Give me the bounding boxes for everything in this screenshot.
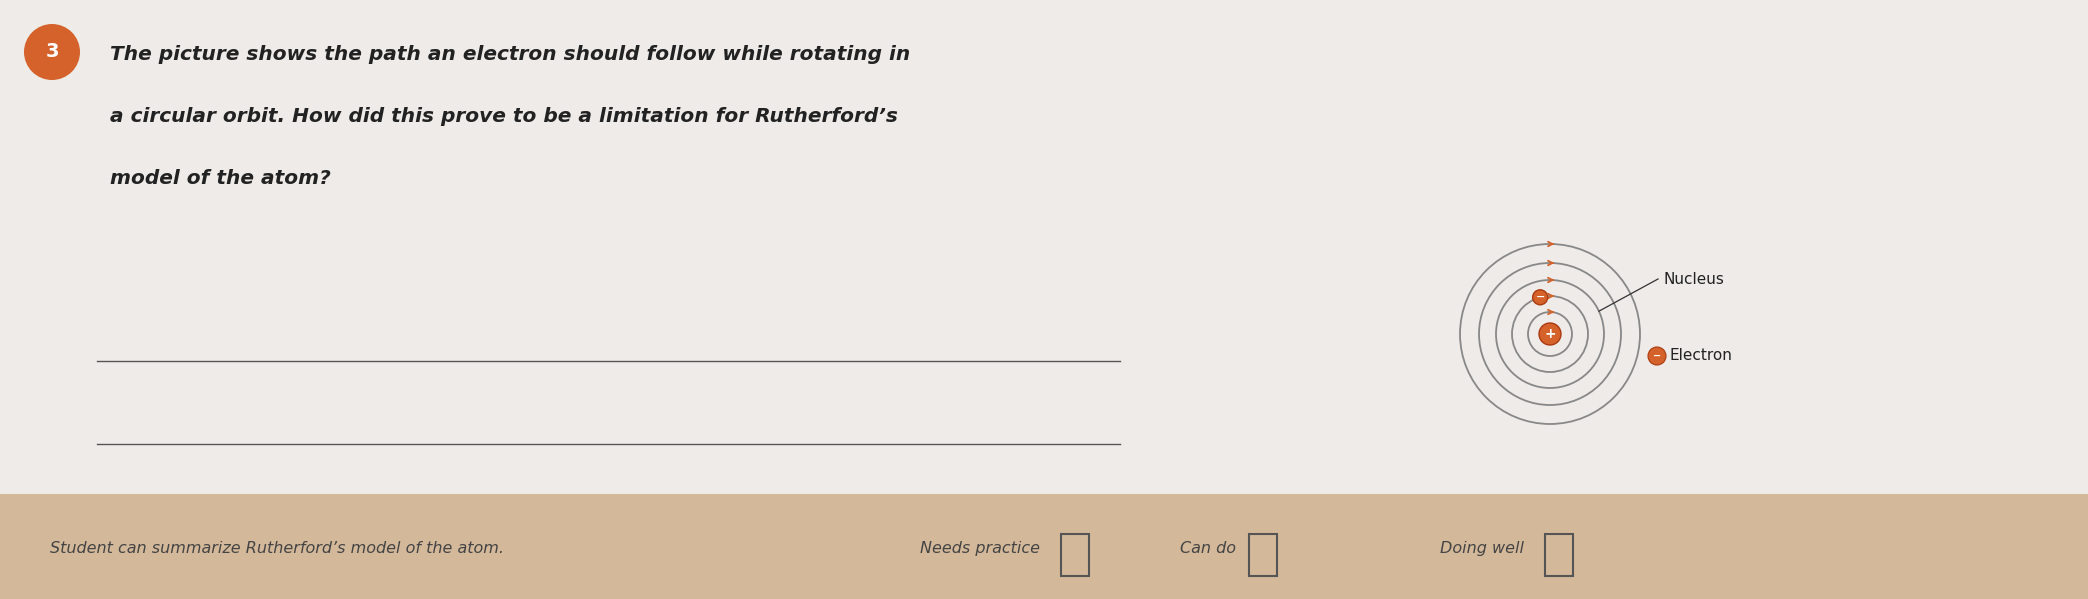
Text: Electron: Electron [1670,349,1733,364]
Circle shape [1539,323,1562,345]
Text: Can do: Can do [1180,541,1236,556]
Text: 3: 3 [46,43,58,62]
Circle shape [1647,347,1666,365]
Text: model of the atom?: model of the atom? [111,169,330,188]
Circle shape [1533,290,1547,305]
Bar [1061,534,1090,576]
Text: Nucleus: Nucleus [1664,271,1725,286]
Bar [0,494,2088,599]
Text: Doing well: Doing well [1441,541,1524,556]
Text: Needs practice: Needs practice [921,541,1040,556]
Text: −: − [1654,351,1662,361]
Text: Student can summarize Rutherford’s model of the atom.: Student can summarize Rutherford’s model… [50,541,503,556]
Text: a circular orbit. How did this prove to be a limitation for Rutherford’s: a circular orbit. How did this prove to … [111,107,898,126]
Text: −: − [1535,292,1545,302]
Text: +: + [1545,327,1556,341]
Bar [1545,534,1572,576]
Bar [1249,534,1278,576]
Circle shape [23,24,79,80]
Text: The picture shows the path an electron should follow while rotating in: The picture shows the path an electron s… [111,45,910,64]
